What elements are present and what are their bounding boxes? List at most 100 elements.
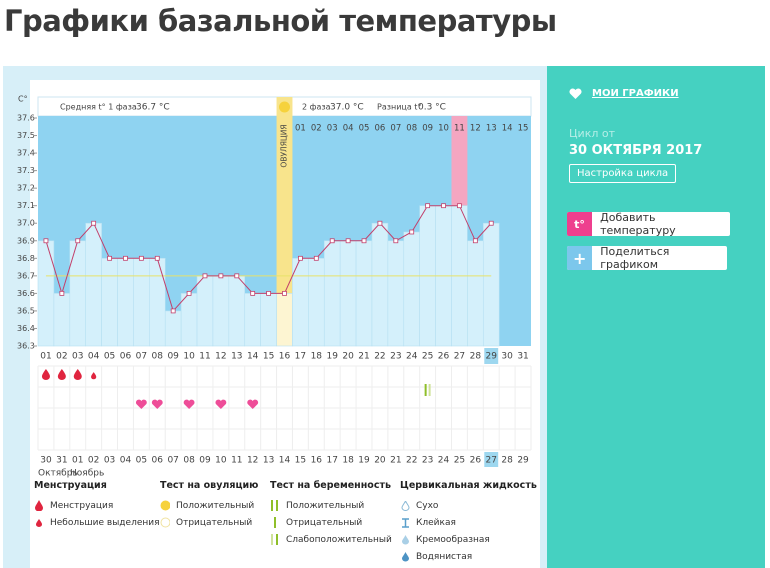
value-column (339, 240, 357, 347)
x-tick-label: 27 (454, 352, 465, 362)
legend-text: Сухо (416, 500, 439, 511)
menstruation-drop (57, 369, 66, 380)
cycle-date: 19 (358, 456, 370, 466)
phase2-day: 09 (422, 124, 433, 134)
phase2-day: 07 (390, 124, 401, 134)
temperature-point (107, 255, 112, 261)
diff-value: 0.3 °C (418, 103, 446, 113)
temperature-point (457, 203, 462, 209)
share-button[interactable]: + Поделиться графиком (567, 245, 727, 271)
ovulation-marker (279, 101, 290, 113)
phase1-label: Средняя t° 1 фаза (60, 103, 137, 112)
cycle-date: 12 (247, 456, 258, 466)
sidebar: МОИ ГРАФИКИ Цикл от 30 ОКТЯБРЯ 2017 Наст… (547, 66, 765, 568)
x-tick-label: 29 (486, 352, 498, 362)
cycle-date: 30 (40, 456, 52, 466)
cycle-date: 16 (311, 456, 323, 466)
value-column (212, 275, 230, 347)
phase2-day: 12 (470, 124, 481, 134)
x-tick-label: 04 (88, 352, 100, 362)
x-tick-label: 26 (438, 352, 450, 362)
temperature-point (138, 255, 144, 261)
legend-pregnancy: Тест на беременность Положительный Отриц… (270, 480, 392, 548)
y-tick-label: 36.7 (17, 271, 35, 280)
temperature-point (75, 238, 81, 244)
legend-title: Тест на овуляцию (160, 480, 259, 491)
temperature-point (186, 290, 192, 296)
value-column (180, 293, 198, 347)
temperature-point (472, 238, 478, 244)
x-tick-label: 31 (517, 352, 528, 362)
cycle-date: 22 (406, 456, 417, 466)
value-column (482, 222, 500, 347)
legend-ovulation: Тест на овуляцию Положительный Отрицател… (160, 480, 258, 531)
temperature-point (425, 203, 431, 209)
legend-text: Менструация (50, 500, 114, 511)
legend-text: Кремообразная (416, 534, 490, 545)
cycle-date: 04 (120, 456, 132, 466)
legend-item: Отрицательный (160, 514, 258, 531)
x-tick-label: 25 (422, 352, 433, 362)
value-column (403, 231, 420, 347)
add-icon: t° (567, 212, 593, 236)
cycle-date: 09 (199, 456, 211, 466)
cycle-date: 06 (152, 456, 164, 466)
pregnancy-mark (428, 384, 431, 396)
my-charts-link[interactable]: МОИ ГРАФИКИ (592, 88, 679, 99)
legend-item: Сухо (400, 497, 537, 514)
x-tick-label: 17 (295, 352, 306, 362)
temperature-point (377, 220, 383, 226)
phase2-day: 15 (518, 124, 529, 134)
highlight-column (451, 116, 468, 206)
button-text: Поделиться графиком (600, 245, 670, 271)
heart (135, 399, 147, 409)
phase2-day: 13 (486, 124, 497, 134)
x-tick-label: 22 (374, 352, 385, 362)
legend-text: Отрицательный (286, 517, 363, 528)
value-column (323, 240, 341, 347)
x-tick-label: 20 (342, 352, 354, 362)
y-tick-label: 36.8 (17, 254, 35, 263)
heart (247, 399, 259, 409)
y-tick-label: 36.3 (17, 342, 35, 351)
cycle-date: 01 (72, 456, 83, 466)
x-tick-label: 21 (358, 352, 369, 362)
cycle-date: 27 (486, 456, 497, 466)
x-tick-label: 19 (326, 352, 338, 362)
value-column (308, 258, 325, 347)
legend-item: Клейкая (400, 514, 537, 531)
legend-item: Небольшие выделения (34, 514, 160, 531)
temperature-point (313, 255, 319, 261)
menstruation-drop (91, 372, 97, 380)
legend-item: Слабоположительный (270, 531, 392, 548)
x-tick-label: 18 (311, 352, 323, 362)
cycle-date: 30 ОКТЯБРЯ 2017 (569, 143, 703, 158)
value-column (101, 258, 118, 347)
legend-item: Менструация (34, 497, 160, 514)
value-column (164, 310, 182, 347)
chart: Средняя t° 1 фаза 36.7 °C 2 фаза 37.0 °C Раз… (17, 95, 532, 479)
phase2-value: 37.0 °C (330, 103, 364, 113)
y-tick-label: 36.5 (17, 306, 35, 315)
cycle-date: 03 (104, 456, 115, 466)
add-temperature-button[interactable]: t° Добавить температуру (567, 211, 730, 237)
cycle-from-label: Цикл от (569, 127, 615, 140)
cycle-date: 15 (295, 456, 306, 466)
temperature-point (123, 255, 128, 261)
value-column (196, 275, 214, 347)
legend-title: Менструация (34, 480, 107, 491)
legend-item: Водянистая (400, 548, 537, 565)
y-tick-label: 37.0 (17, 219, 35, 228)
temperature-point (393, 238, 399, 244)
cycle-date: 20 (374, 456, 386, 466)
cycle-date: 25 (454, 456, 465, 466)
settings-button[interactable]: Настройка цикла (569, 164, 677, 183)
temperature-point (170, 308, 176, 314)
value-column (133, 258, 150, 347)
legend-text: Слабоположительный (286, 534, 392, 545)
x-tick-label: 28 (470, 352, 482, 362)
temperature-point (218, 273, 224, 279)
y-axis-label: C° (18, 95, 28, 104)
x-tick-label: 15 (263, 352, 274, 362)
